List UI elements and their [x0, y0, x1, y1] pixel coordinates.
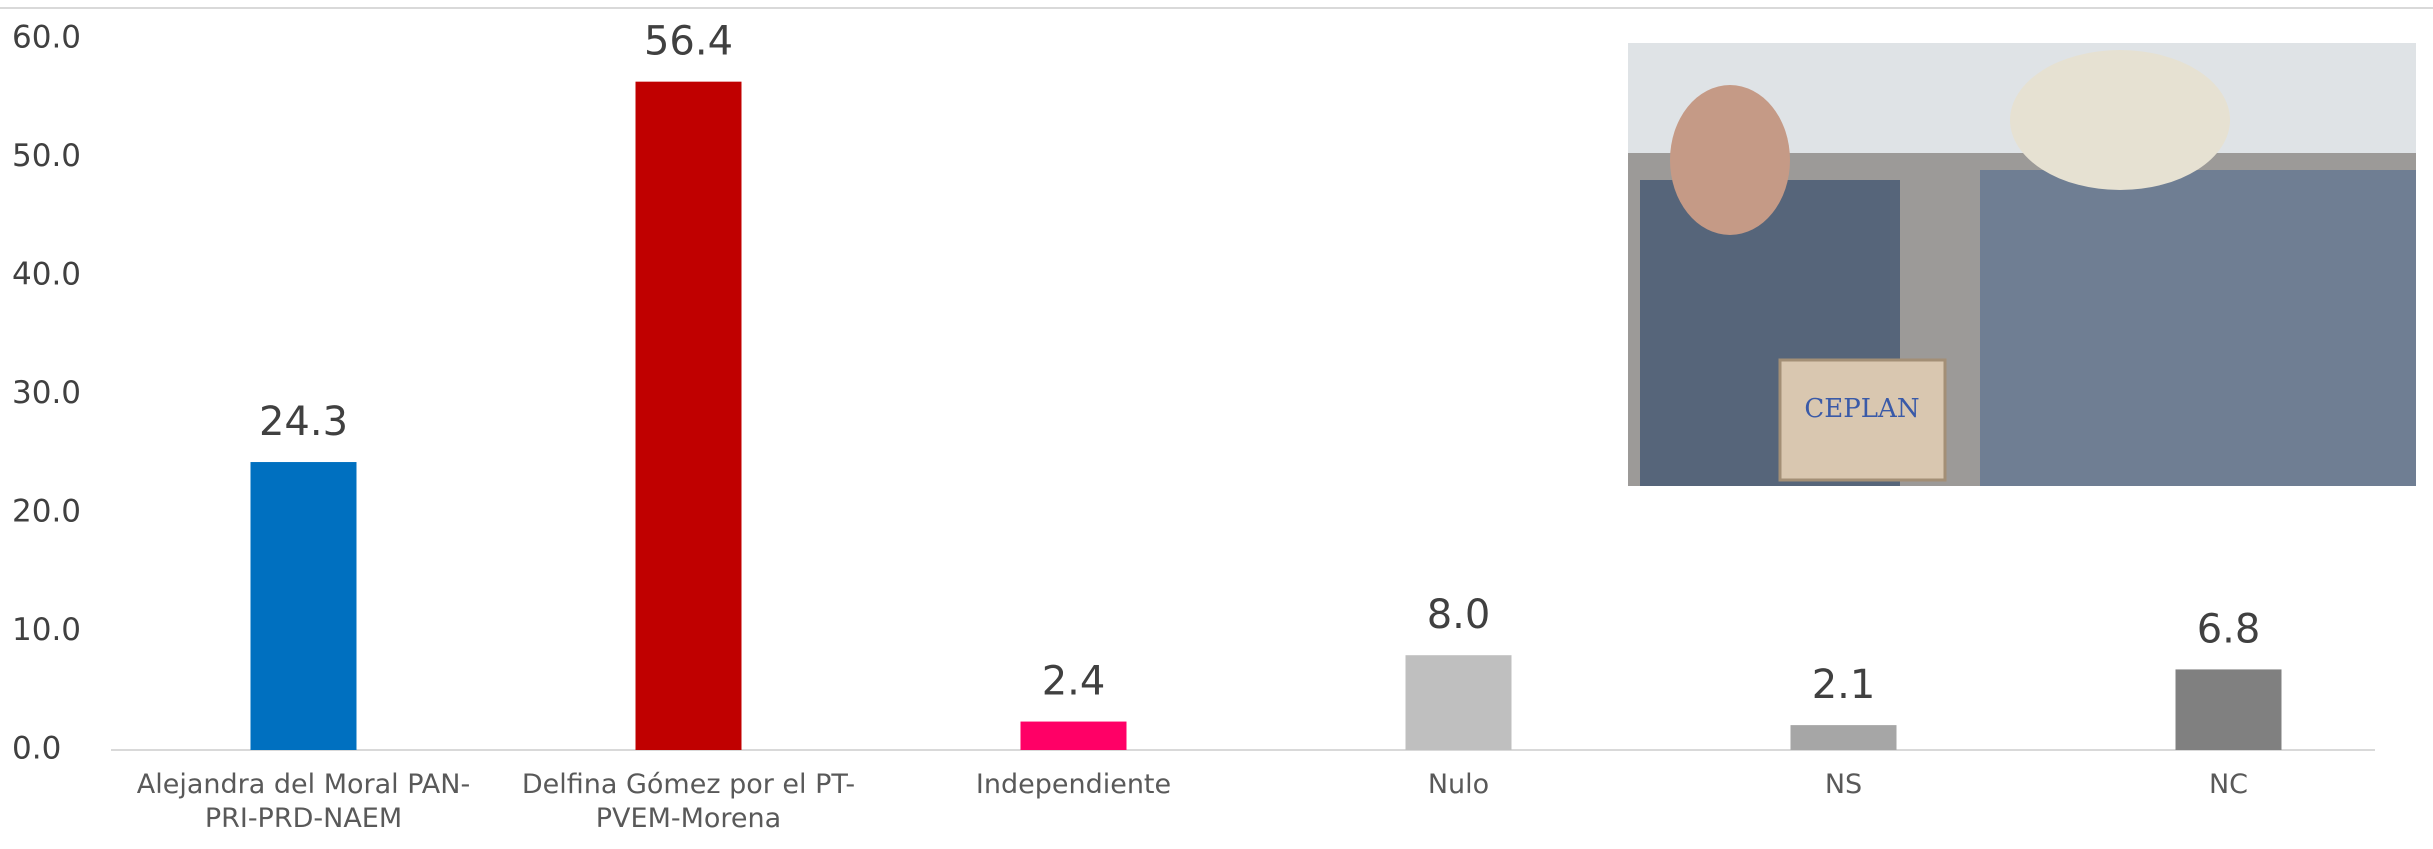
- data-label: 6.8: [2197, 606, 2261, 652]
- bar: [1790, 725, 1897, 750]
- bar: [635, 81, 742, 750]
- x-tick-label: Delfina Gómez por el PT-PVEM-Morena: [521, 769, 856, 834]
- bar: [1020, 721, 1127, 750]
- y-tick-label: 40.0: [12, 257, 81, 293]
- y-tick-label: 60.0: [12, 20, 81, 56]
- x-tick-label: Nulo: [1427, 769, 1490, 800]
- y-tick-label: 50.0: [12, 138, 81, 174]
- inset-photo: CEPLAN: [1628, 43, 2416, 486]
- y-tick-label: 30.0: [12, 375, 81, 411]
- photo-text: CEPLAN: [1804, 394, 1919, 424]
- bar: [2175, 669, 2282, 750]
- data-label: 2.1: [1812, 662, 1876, 708]
- bar: [1405, 655, 1512, 750]
- data-label: 8.0: [1427, 592, 1491, 638]
- y-tick-label: 20.0: [12, 494, 81, 530]
- data-label: 56.4: [644, 19, 733, 65]
- x-tick-label: Alejandra del Moral PAN-PRI-PRD-NAEM: [136, 769, 471, 834]
- bar: [250, 462, 357, 750]
- y-tick-label: 0.0: [12, 731, 61, 767]
- x-tick-label: NS: [1824, 769, 1863, 800]
- data-label: 24.3: [259, 399, 348, 445]
- y-tick-label: 10.0: [12, 612, 81, 648]
- x-tick-label: NC: [2208, 769, 2249, 800]
- data-label: 2.4: [1042, 659, 1106, 705]
- x-tick-label: Independiente: [975, 769, 1172, 800]
